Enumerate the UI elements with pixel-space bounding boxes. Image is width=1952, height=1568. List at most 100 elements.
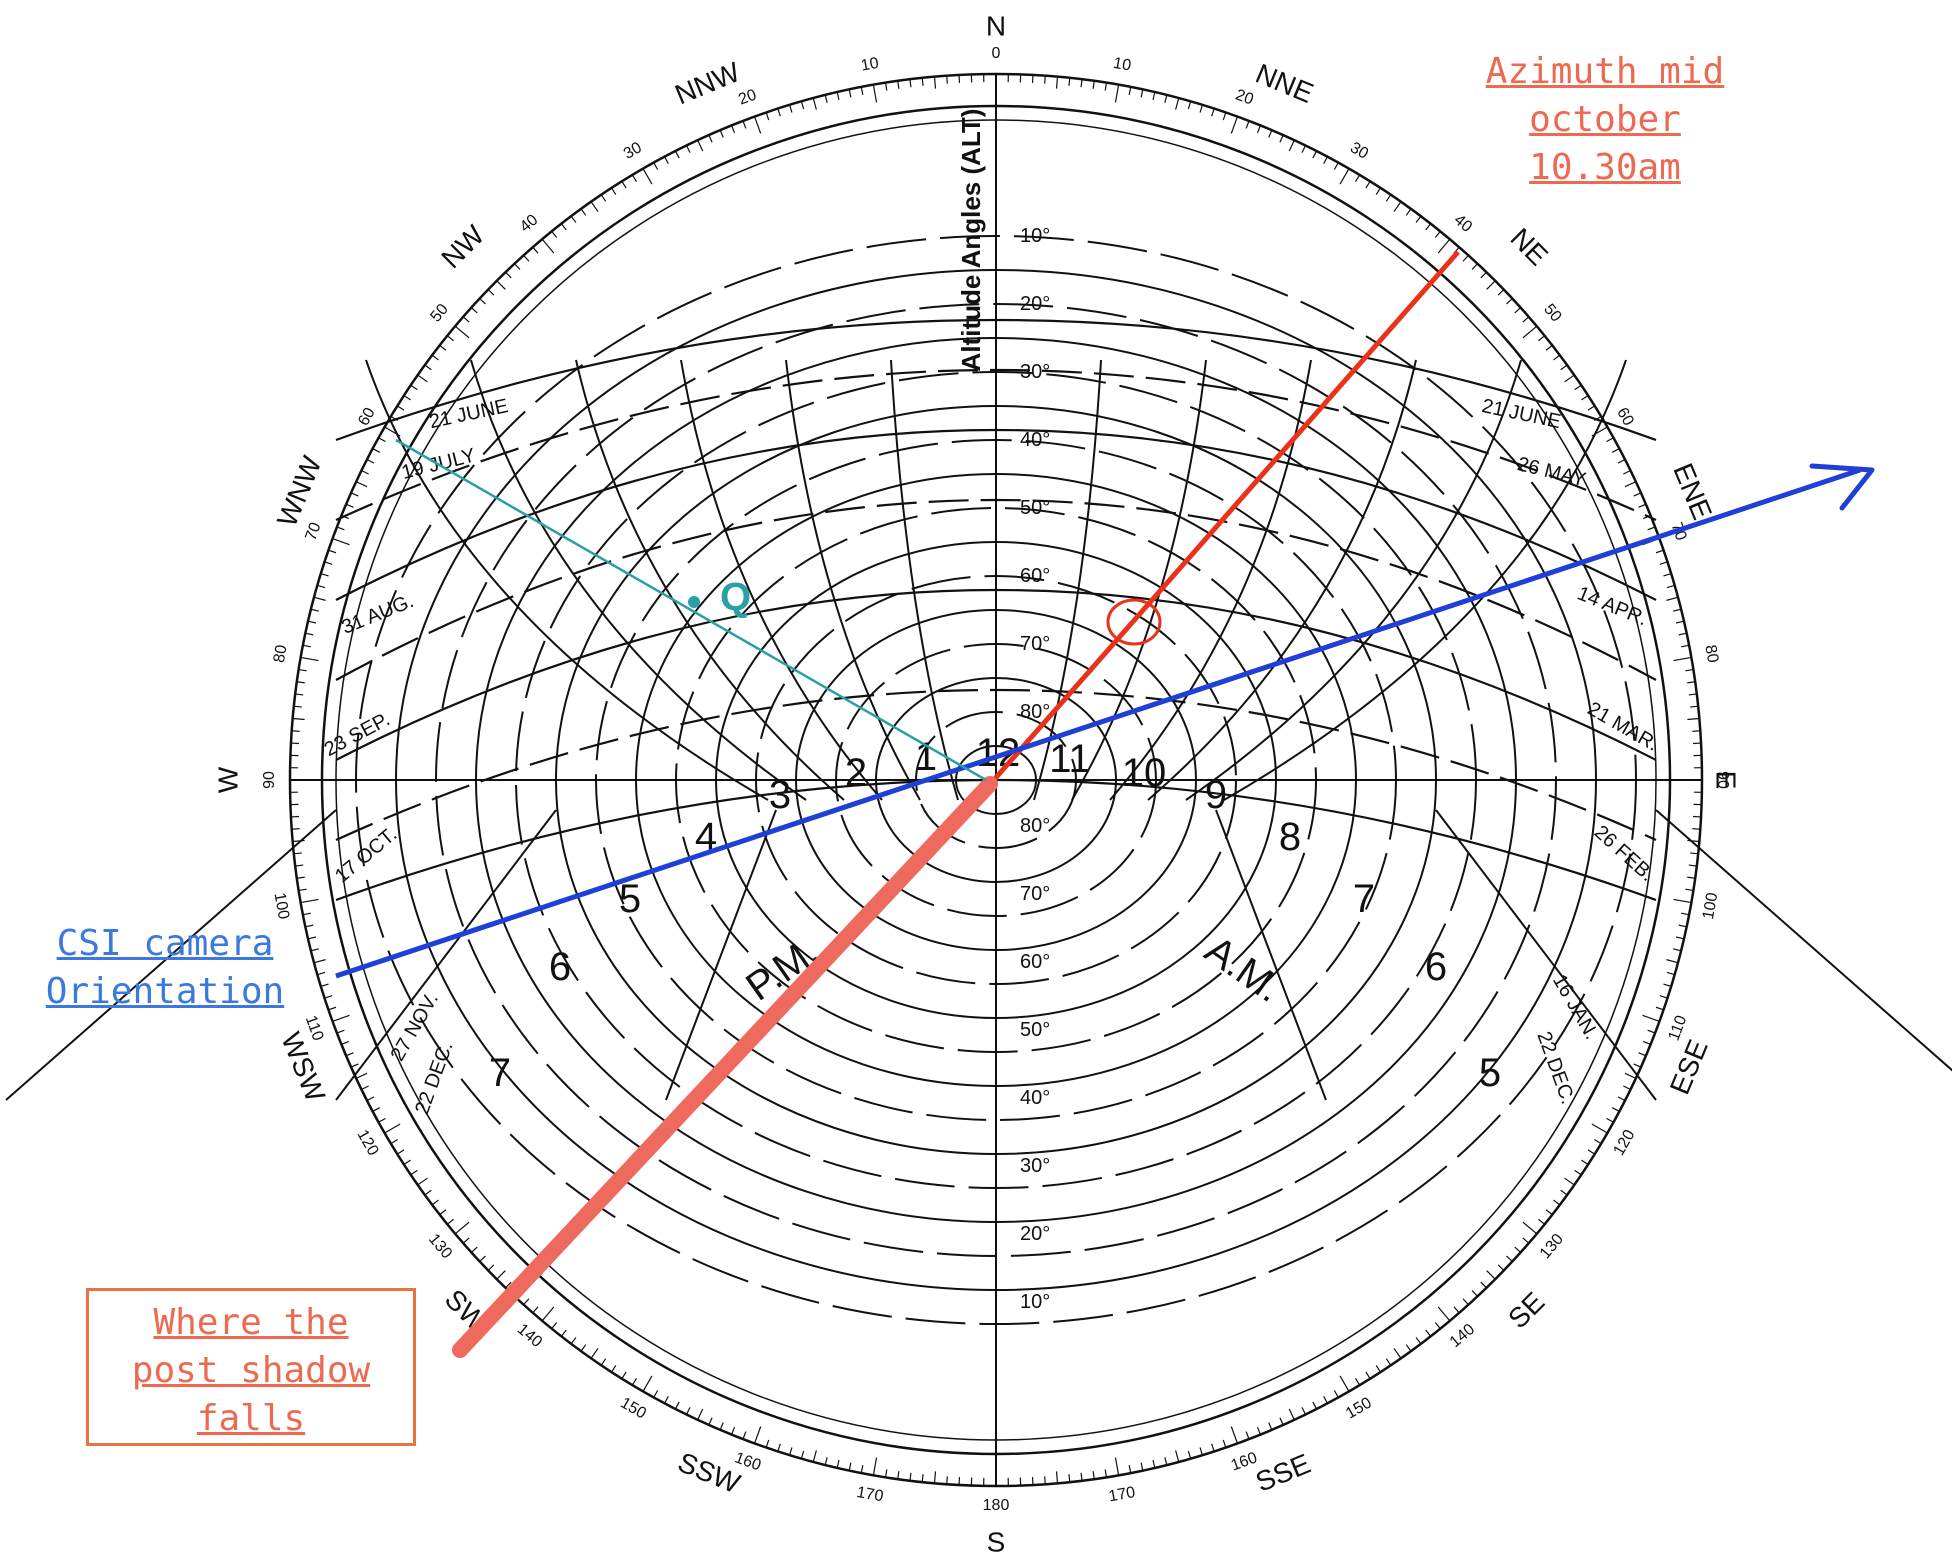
azimuth-tick bbox=[824, 94, 828, 103]
azimuth-tick bbox=[765, 1439, 770, 1448]
azimuth-tick bbox=[417, 374, 428, 383]
azimuth-tick bbox=[1354, 1377, 1361, 1386]
azimuth-tick bbox=[1624, 481, 1637, 488]
azimuth-tick bbox=[1560, 1189, 1568, 1196]
azimuth-number: 150 bbox=[617, 1394, 649, 1422]
azimuth-tick bbox=[590, 1348, 599, 1359]
hour-line bbox=[470, 359, 807, 801]
azimuth-tick bbox=[1199, 104, 1203, 113]
azimuth-tick bbox=[1152, 91, 1156, 101]
date-label-right: 26 MAY bbox=[1515, 453, 1588, 491]
azimuth-tick bbox=[708, 134, 713, 143]
azimuth-tick bbox=[1365, 180, 1371, 189]
azimuth-tick bbox=[1279, 1417, 1284, 1426]
azimuth-tick bbox=[933, 76, 937, 89]
azimuth-tick bbox=[298, 888, 307, 892]
azimuth-number: 20 bbox=[1233, 86, 1256, 108]
azimuth-tick bbox=[1339, 168, 1350, 185]
hour-label: 6 bbox=[549, 945, 571, 989]
hour-line bbox=[1071, 359, 1207, 801]
azimuth-number: 20 bbox=[736, 86, 759, 108]
azimuth-tick bbox=[884, 1469, 888, 1478]
azimuth-tick bbox=[1687, 717, 1700, 721]
azimuth-tick bbox=[897, 80, 900, 89]
azimuth-tick bbox=[1659, 561, 1668, 565]
azimuth-number: 120 bbox=[353, 1127, 381, 1159]
azimuth-tick bbox=[300, 898, 319, 904]
azimuth-tick bbox=[1522, 1237, 1530, 1244]
azimuth-tick bbox=[1339, 1375, 1350, 1392]
azimuth-tick bbox=[361, 1085, 369, 1091]
azimuth-tick bbox=[496, 280, 506, 290]
azimuth-tick bbox=[946, 75, 948, 84]
altitude-label-lower: 10° bbox=[1020, 1291, 1050, 1313]
azimuth-tick bbox=[730, 125, 736, 134]
hour-label: 7 bbox=[1353, 877, 1375, 921]
azimuth-tick bbox=[1375, 187, 1382, 195]
compass-label-e: E bbox=[1711, 771, 1742, 790]
compass-label-w: W bbox=[212, 766, 243, 793]
azimuth-tick bbox=[1593, 1138, 1602, 1145]
azimuth-tick bbox=[1152, 1459, 1156, 1469]
azimuth-tick bbox=[1673, 948, 1682, 952]
azimuth-tick bbox=[410, 384, 418, 391]
azimuth-tick bbox=[1685, 668, 1694, 672]
azimuth-tick bbox=[1230, 116, 1239, 134]
am-label: A.M. bbox=[1197, 928, 1290, 1011]
hour-line bbox=[1109, 359, 1312, 801]
azimuth-tick bbox=[345, 503, 354, 508]
azimuth-tick bbox=[1365, 1371, 1371, 1380]
azimuth-tick bbox=[355, 481, 368, 488]
azimuth-tick bbox=[1687, 839, 1700, 843]
hour-line-lower bbox=[1435, 809, 1657, 1101]
shadow-line bbox=[452, 776, 998, 1358]
azimuth-number: 90 bbox=[1714, 771, 1731, 789]
azimuth-tick bbox=[403, 1159, 411, 1166]
azimuth-tick bbox=[1393, 201, 1402, 212]
azimuth-tick bbox=[487, 1264, 495, 1271]
azimuth-tick bbox=[1164, 94, 1168, 103]
azimuth-number: 50 bbox=[427, 301, 452, 326]
azimuth-tick bbox=[313, 596, 326, 601]
chart-title: Altitude Angles (ALT) bbox=[956, 109, 986, 372]
azimuth-tick bbox=[1647, 526, 1656, 531]
hour-label: 6 bbox=[1425, 945, 1447, 989]
azimuth-tick bbox=[1092, 80, 1095, 89]
azimuth-tick bbox=[1564, 1177, 1575, 1186]
azimuth-tick bbox=[296, 681, 305, 684]
azimuth-tick bbox=[1256, 1426, 1262, 1435]
azimuth-tick bbox=[1312, 1401, 1318, 1410]
azimuth-tick bbox=[1480, 1281, 1487, 1289]
azimuth-tick bbox=[1553, 1199, 1561, 1206]
azimuth-tick bbox=[1560, 364, 1568, 371]
azimuth-tick bbox=[350, 492, 359, 497]
annotation-overlay: Q bbox=[335, 250, 1875, 1358]
azimuth-tick bbox=[1655, 549, 1664, 554]
azimuth-number: 60 bbox=[355, 405, 379, 429]
azimuth-tick bbox=[541, 1306, 555, 1322]
azimuth-tick bbox=[1288, 1408, 1295, 1421]
azimuth-tick bbox=[1638, 503, 1647, 508]
azimuth-number: 170 bbox=[1107, 1484, 1136, 1505]
azimuth-tick bbox=[1128, 86, 1132, 95]
azimuth-tick bbox=[753, 116, 762, 134]
azimuth-tick bbox=[1612, 448, 1620, 453]
azimuth-tick bbox=[551, 230, 558, 238]
altitude-label-upper: 80° bbox=[1020, 701, 1050, 723]
azimuth-tick bbox=[1375, 1365, 1382, 1373]
azimuth-number: 100 bbox=[1700, 891, 1721, 920]
azimuth-tick bbox=[1685, 888, 1694, 892]
azimuth-tick bbox=[1673, 656, 1692, 662]
azimuth-tick bbox=[1140, 89, 1144, 98]
azimuth-number: 10 bbox=[860, 55, 881, 75]
azimuth-tick bbox=[1114, 84, 1120, 103]
azimuth-tick bbox=[765, 112, 770, 121]
azimuth-tick bbox=[1692, 828, 1701, 830]
azimuth-tick bbox=[1606, 437, 1614, 443]
azimuth-tick bbox=[1690, 705, 1699, 708]
azimuth-tick bbox=[1497, 1264, 1505, 1271]
azimuth-number: 80 bbox=[1701, 644, 1721, 665]
azimuth-number: 140 bbox=[514, 1321, 545, 1351]
azimuth-tick bbox=[730, 1426, 736, 1435]
altitude-label-upper: 10° bbox=[1020, 225, 1050, 247]
